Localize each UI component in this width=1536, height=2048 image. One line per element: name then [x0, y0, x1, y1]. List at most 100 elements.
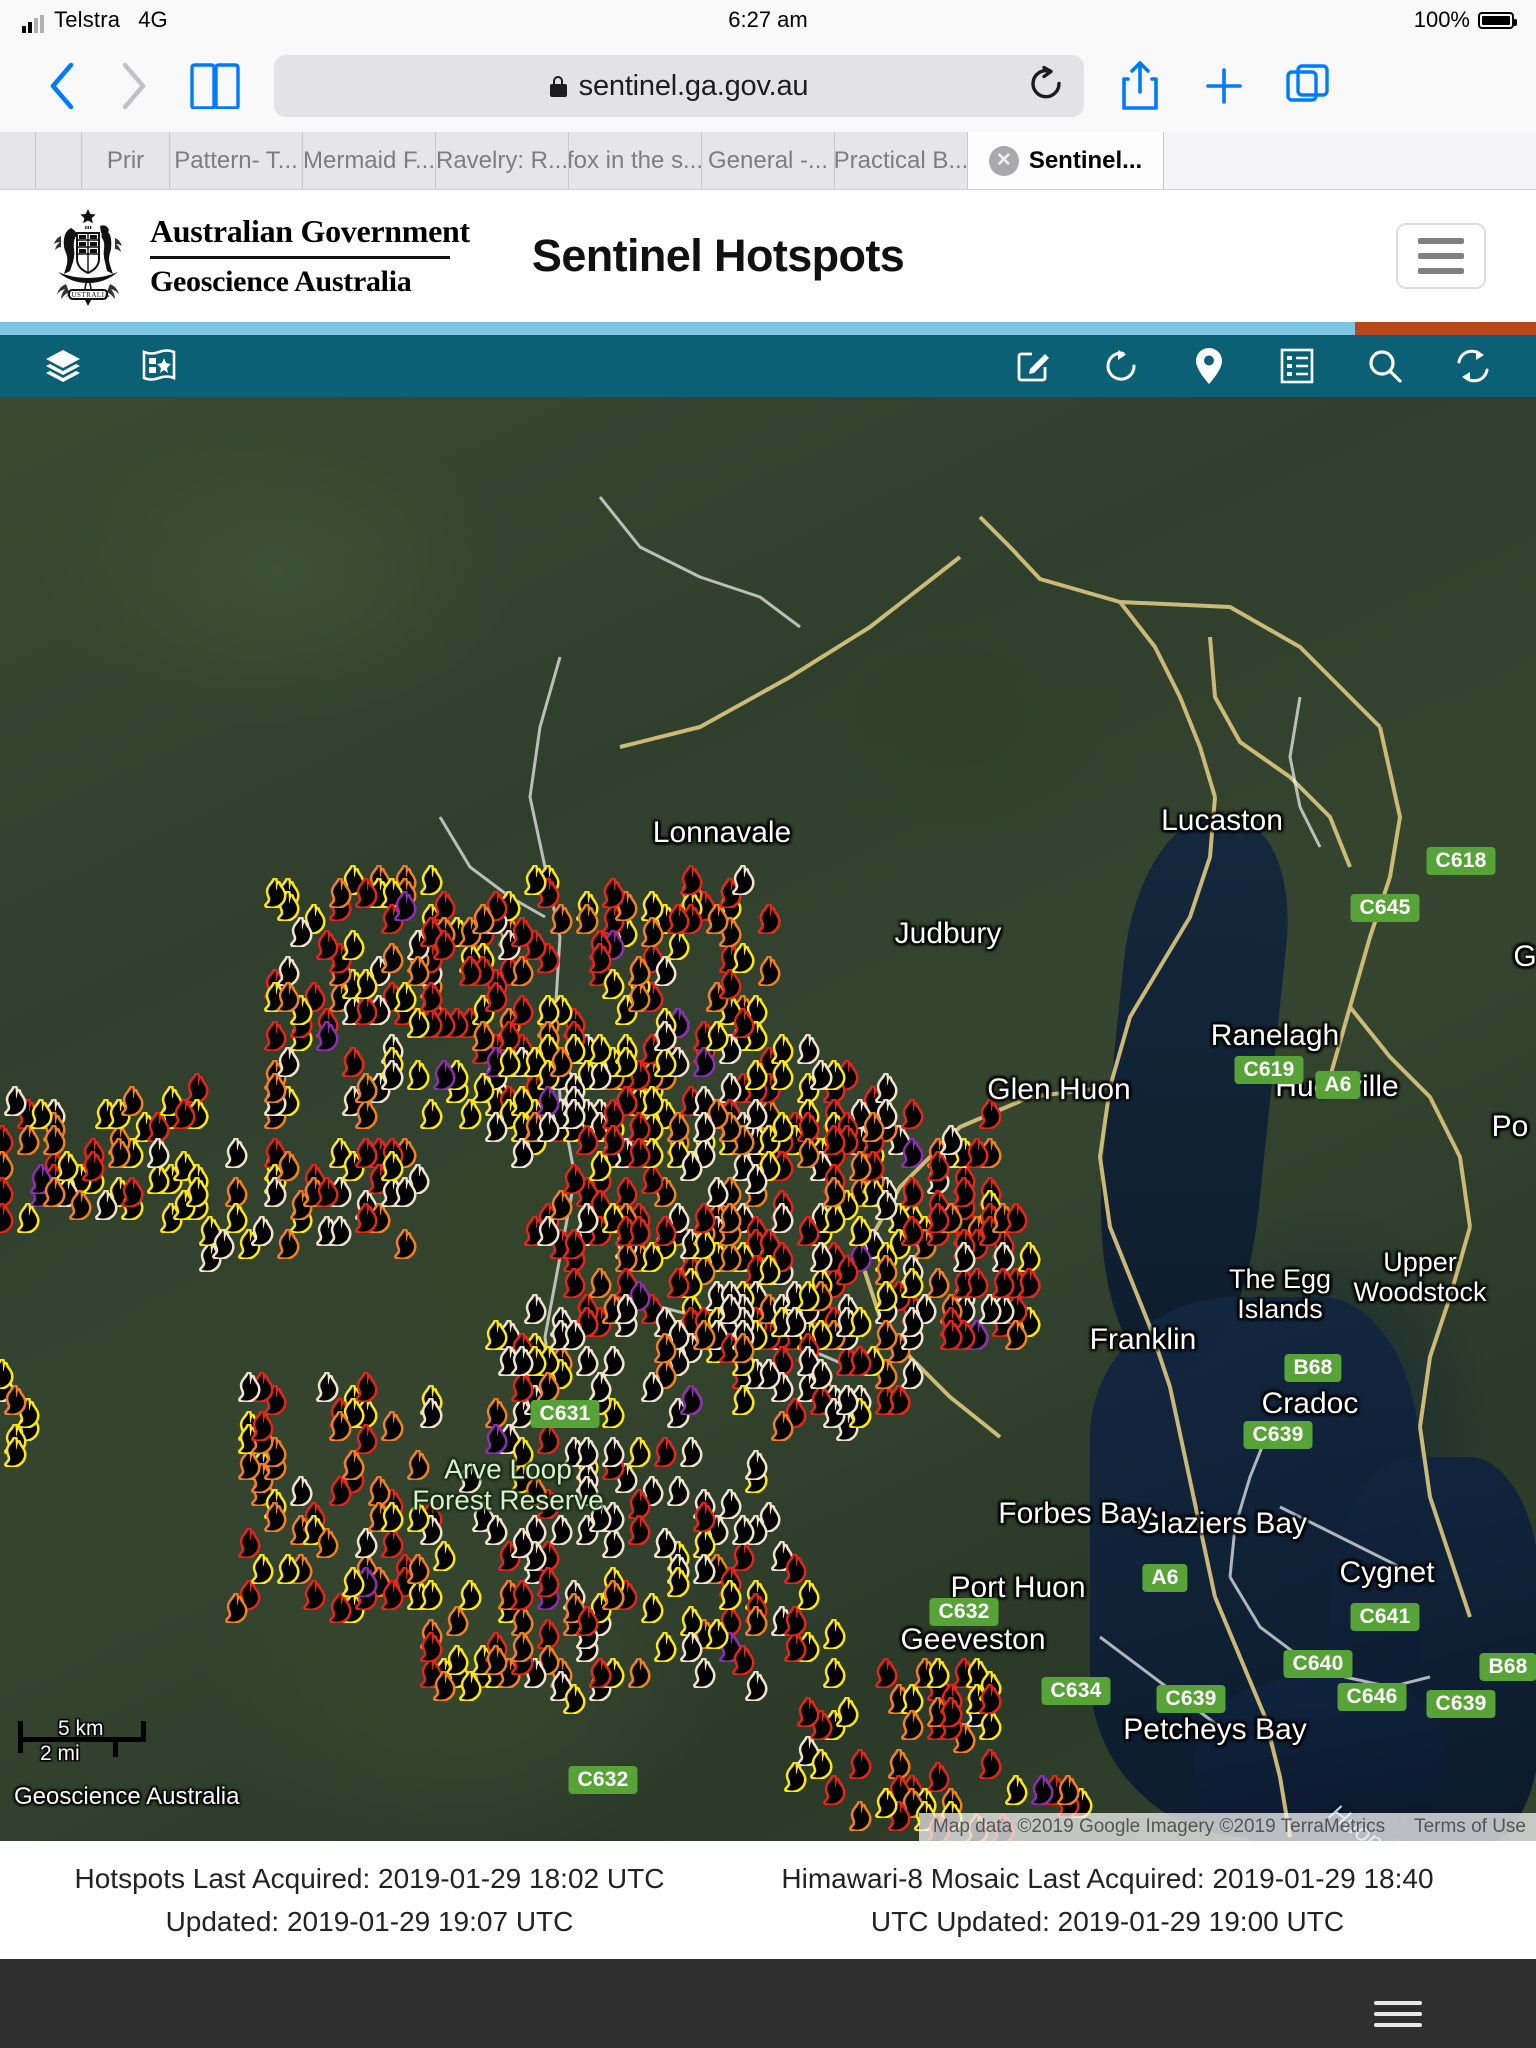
hotspot-marker[interactable] — [923, 1658, 953, 1688]
hotspot-marker[interactable] — [650, 1437, 680, 1467]
hotspot-marker[interactable] — [1001, 1320, 1031, 1350]
hotspot-marker[interactable] — [143, 1164, 173, 1194]
hotspot-marker[interactable] — [741, 1099, 771, 1129]
hotspot-marker[interactable] — [936, 1697, 966, 1727]
hotspot-marker[interactable] — [897, 1099, 927, 1129]
hotspot-marker[interactable] — [559, 1099, 589, 1129]
hotspot-marker[interactable] — [208, 1229, 238, 1259]
tab-item[interactable]: Prir — [82, 132, 170, 189]
hotspot-marker[interactable] — [559, 1229, 589, 1259]
hotspot-marker[interactable] — [26, 1099, 56, 1129]
tab-item[interactable] — [36, 132, 82, 189]
hotspot-marker[interactable] — [819, 1177, 849, 1207]
hotspot-marker[interactable] — [598, 969, 628, 999]
hotspot-marker[interactable] — [702, 1619, 732, 1649]
location-pin-icon[interactable] — [1186, 343, 1232, 389]
hotspot-marker[interactable] — [624, 1658, 654, 1688]
hotspot-marker[interactable] — [741, 1671, 771, 1701]
hotspot-marker[interactable] — [780, 1606, 810, 1636]
hotspot-marker[interactable] — [819, 1658, 849, 1688]
hamburger-menu-icon[interactable] — [1370, 1992, 1426, 2036]
hotspot-marker[interactable] — [806, 1320, 836, 1350]
hotspot-marker[interactable] — [377, 982, 407, 1012]
hotspot-marker[interactable] — [247, 1411, 277, 1441]
hotspot-marker[interactable] — [871, 1788, 901, 1818]
hotspot-marker[interactable] — [455, 1671, 485, 1701]
hotspot-marker[interactable] — [533, 1424, 563, 1454]
hotspot-marker[interactable] — [793, 1034, 823, 1064]
hotspot-marker[interactable] — [728, 1541, 758, 1571]
hotspot-marker[interactable] — [572, 1606, 602, 1636]
hotspot-marker[interactable] — [338, 1151, 368, 1181]
hotspot-marker[interactable] — [533, 1216, 563, 1246]
hotspot-marker[interactable] — [429, 1060, 459, 1090]
tab-item[interactable]: Mermaid F... — [303, 132, 436, 189]
hotspot-marker[interactable] — [663, 1320, 693, 1350]
basemap-icon[interactable] — [136, 343, 182, 389]
hotspot-marker[interactable] — [429, 1541, 459, 1571]
hotspot-marker[interactable] — [845, 1346, 875, 1376]
hotspot-marker[interactable] — [845, 1801, 875, 1831]
hotspot-marker[interactable] — [455, 1463, 485, 1493]
hotspot-marker[interactable] — [949, 1242, 979, 1272]
hotspot-marker[interactable] — [507, 956, 537, 986]
back-button[interactable] — [26, 56, 98, 116]
hotspot-marker[interactable] — [676, 1437, 706, 1467]
hotspot-marker[interactable] — [468, 1073, 498, 1103]
hotspot-marker[interactable] — [637, 1242, 667, 1272]
hotspot-marker[interactable] — [494, 930, 524, 960]
hotspot-marker[interactable] — [390, 1567, 420, 1597]
hotspot-marker[interactable] — [390, 891, 420, 921]
hotspot-marker[interactable] — [598, 1125, 628, 1155]
hotspot-marker[interactable] — [572, 1060, 602, 1090]
hotspot-marker[interactable] — [676, 1632, 706, 1662]
hotspot-marker[interactable] — [260, 982, 290, 1012]
hotspot-marker[interactable] — [650, 1632, 680, 1662]
hotspot-marker[interactable] — [312, 1177, 342, 1207]
hotspot-marker[interactable] — [104, 1138, 134, 1168]
hotspot-marker[interactable] — [234, 1528, 264, 1558]
hotspot-marker[interactable] — [793, 1580, 823, 1610]
hotspot-marker[interactable] — [559, 1320, 589, 1350]
hotspot-marker[interactable] — [468, 1645, 498, 1675]
hotspot-marker[interactable] — [793, 1346, 823, 1376]
hotspot-marker[interactable] — [598, 1528, 628, 1558]
hotspot-marker[interactable] — [897, 1138, 927, 1168]
map-canvas[interactable]: LonnavaleLucastonJudburyRanelaghHuonvill… — [0, 397, 1536, 1841]
hotspot-marker[interactable] — [715, 878, 745, 908]
bookmarks-button[interactable] — [170, 56, 260, 116]
hotspot-marker[interactable] — [754, 1151, 784, 1181]
hotspot-marker[interactable] — [793, 1736, 823, 1766]
hotspot-marker[interactable] — [585, 1372, 615, 1402]
hotspot-marker[interactable] — [910, 1658, 940, 1688]
hotspot-marker[interactable] — [793, 1281, 823, 1311]
hotspot-marker[interactable] — [494, 1047, 524, 1077]
hotspot-marker[interactable] — [975, 1294, 1005, 1324]
hotspot-marker[interactable] — [468, 1502, 498, 1532]
hotspot-marker[interactable] — [728, 865, 758, 895]
hotspot-marker[interactable] — [416, 1580, 446, 1610]
hotspot-marker[interactable] — [689, 1229, 719, 1259]
hotspot-marker[interactable] — [468, 995, 498, 1025]
hotspot-marker[interactable] — [988, 1203, 1018, 1233]
hotspot-marker[interactable] — [481, 1112, 511, 1142]
hotspot-marker[interactable] — [416, 1398, 446, 1428]
hotspot-marker[interactable] — [754, 1229, 784, 1259]
hotspot-marker[interactable] — [728, 1515, 758, 1545]
hotspot-marker[interactable] — [663, 1268, 693, 1298]
hotspot-marker[interactable] — [611, 1268, 641, 1298]
hotspot-marker[interactable] — [650, 956, 680, 986]
hotspot-marker[interactable] — [351, 969, 381, 999]
hotspot-marker[interactable] — [416, 865, 446, 895]
hotspot-marker[interactable] — [234, 1450, 264, 1480]
hotspot-marker[interactable] — [806, 1385, 836, 1415]
hotspot-marker[interactable] — [559, 1034, 589, 1064]
hotspot-marker[interactable] — [676, 1385, 706, 1415]
hotspot-marker[interactable] — [65, 1190, 95, 1220]
hotspot-marker[interactable] — [832, 1255, 862, 1285]
hotspot-marker[interactable] — [351, 1073, 381, 1103]
hotspot-marker[interactable] — [507, 1372, 537, 1402]
hotspot-marker[interactable] — [689, 1255, 719, 1285]
hotspot-marker[interactable] — [117, 1177, 147, 1207]
hotspot-marker[interactable] — [234, 1424, 264, 1454]
